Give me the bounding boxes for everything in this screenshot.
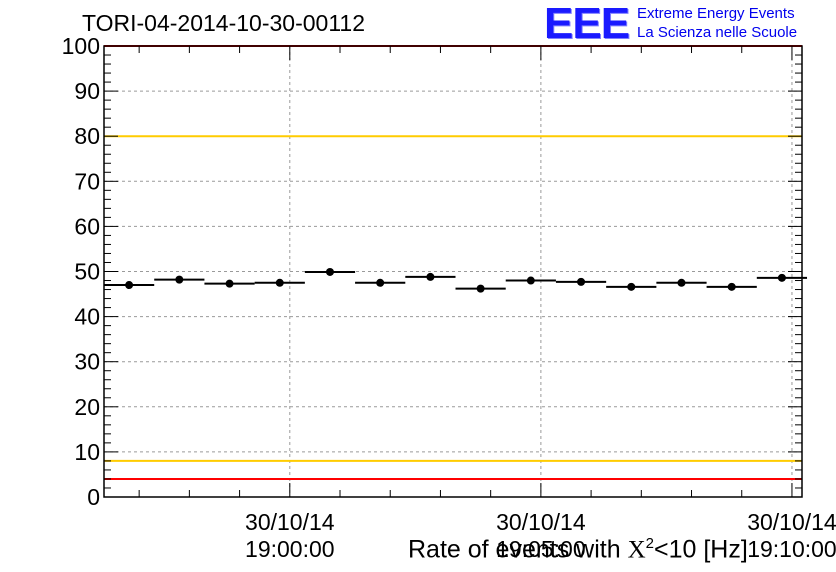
point-marker	[526, 276, 535, 285]
x-tick-time: 19:10:00	[747, 536, 836, 562]
x-axis-title: Rate of events with X2<10 [Hz]	[408, 535, 748, 564]
y-tick-labels: 0 10 20 30 40 50 60 70 80 90 100	[62, 33, 100, 510]
x-tick-labels: 30/10/1419:00:0030/10/1419:05:0030/10/14…	[245, 509, 836, 562]
y-tick-label: 0	[87, 484, 100, 510]
point-marker	[225, 279, 234, 288]
point-marker	[677, 278, 686, 287]
logo-text: Extreme Energy Events La Scienza nelle S…	[637, 4, 797, 42]
y-tick-label: 10	[74, 439, 100, 465]
y-tick-label: 40	[74, 304, 100, 330]
data-point	[304, 267, 356, 276]
data-point	[405, 272, 456, 281]
point-marker	[727, 282, 736, 291]
point-marker	[175, 275, 184, 284]
data-points	[104, 267, 808, 293]
point-marker	[125, 281, 134, 290]
grid	[104, 46, 802, 497]
chart-title: TORI-04-2014-10-30-00112	[82, 10, 365, 36]
data-point	[455, 284, 506, 293]
point-marker	[577, 277, 586, 286]
x-axis-title-symbol: X	[627, 536, 646, 564]
y-tick-label: 100	[62, 33, 100, 59]
point-marker	[325, 267, 334, 276]
data-point	[254, 278, 305, 287]
x-axis-title-sup: 2	[645, 535, 654, 552]
data-point	[355, 278, 406, 287]
data-point	[706, 282, 757, 291]
logo-mark: EEE	[544, 0, 630, 48]
point-marker	[275, 278, 284, 287]
data-point	[505, 276, 556, 285]
limit-lines	[104, 45, 802, 480]
y-tick-label: 20	[74, 394, 100, 420]
logo-line-1: Extreme Energy Events	[637, 5, 795, 22]
x-tick-date: 30/10/14	[496, 509, 586, 535]
data-point	[104, 281, 155, 290]
data-point	[656, 278, 707, 287]
y-tick-label: 80	[74, 123, 100, 149]
x-tick-date: 30/10/14	[747, 509, 836, 535]
data-point	[154, 275, 205, 284]
x-tick-time: 19:05:00	[496, 536, 586, 562]
data-point	[606, 282, 657, 291]
y-tick-label: 50	[74, 259, 100, 285]
y-tick-label: 30	[74, 349, 100, 375]
x-tick-date: 30/10/14	[245, 509, 335, 535]
eee-logo: EEE Extreme Energy Events La Scienza nel…	[544, 0, 797, 48]
data-point	[756, 273, 808, 282]
x-axis-title-suffix: <10 [Hz]	[653, 535, 748, 564]
axis-ticks	[104, 45, 802, 498]
data-point	[204, 279, 255, 288]
x-tick-time: 19:00:00	[245, 536, 335, 562]
point-marker	[426, 272, 435, 281]
y-tick-label: 90	[74, 78, 100, 104]
data-point	[555, 277, 607, 286]
logo-line-2: La Scienza nelle Scuole	[637, 24, 798, 41]
point-marker	[476, 284, 485, 293]
y-tick-label: 60	[74, 213, 100, 239]
x-axis-title-prefix: Rate of events with	[408, 535, 628, 564]
point-marker	[376, 278, 385, 287]
point-marker	[627, 282, 636, 291]
point-marker	[777, 273, 786, 282]
y-tick-label: 70	[74, 168, 100, 194]
